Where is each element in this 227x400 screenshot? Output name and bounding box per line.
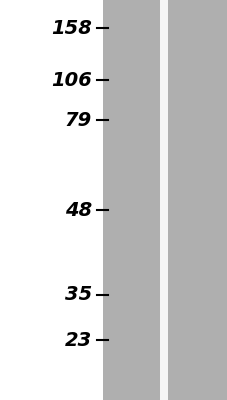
Text: 48: 48	[64, 200, 92, 220]
Text: 35: 35	[64, 286, 92, 304]
Text: 106: 106	[51, 70, 92, 90]
Text: 158: 158	[51, 18, 92, 38]
Text: 79: 79	[64, 110, 92, 130]
Text: 23: 23	[64, 330, 92, 350]
